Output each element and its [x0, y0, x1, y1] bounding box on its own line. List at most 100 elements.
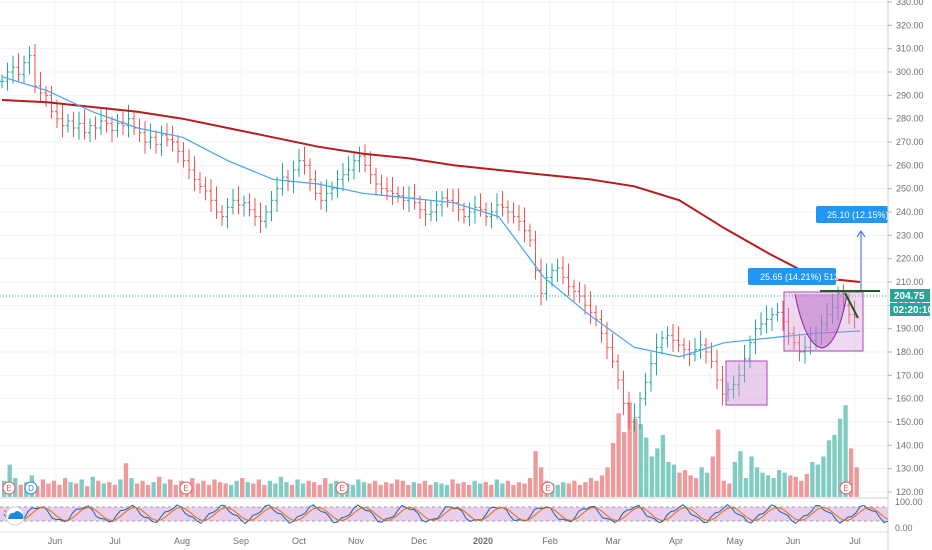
volume-bar [837, 418, 843, 497]
volume-bar [217, 482, 223, 497]
volume-bar [234, 480, 239, 497]
ratio-label-top: 25.10 (12.15%) 56 [827, 210, 901, 220]
time-tick-label: 2020 [473, 536, 493, 546]
event-marker[interactable]: E [2, 481, 16, 495]
ohlc-bar [544, 263, 549, 301]
ohlc-bar [126, 104, 131, 138]
volume-bar [57, 484, 62, 497]
event-marker[interactable]: E [839, 481, 853, 495]
price-tick-label: 210.00 [896, 277, 924, 287]
ohlc-bar [231, 188, 235, 215]
ohlc-bar [489, 202, 494, 229]
ohlc-bar [253, 198, 257, 226]
volume-bar [599, 475, 605, 497]
volume-bar [173, 484, 178, 497]
volume-bar [760, 472, 765, 497]
volume-bar [162, 483, 167, 497]
ohlc-bar [407, 186, 411, 212]
volume-bar [51, 480, 57, 497]
volume-bar [411, 482, 416, 497]
ohlc-bar [71, 111, 76, 138]
time-tick-label: Dec [411, 536, 428, 546]
volume-bar [306, 480, 311, 497]
ohlc-bar [104, 107, 109, 133]
ohlc-bar [632, 403, 637, 432]
volume-bar [361, 482, 367, 497]
ohlc-bar [214, 186, 219, 219]
volume-bar [289, 484, 295, 497]
ohlc-bar [220, 205, 224, 226]
volume-bar [240, 478, 245, 497]
volume-bar [644, 437, 649, 497]
pattern-box-may[interactable] [725, 360, 768, 406]
volume-bar [522, 483, 527, 497]
time-tick-label: Aug [174, 536, 190, 546]
ohlc-bar [803, 335, 807, 364]
time-tick-label: Apr [669, 536, 683, 546]
volume-bar [655, 448, 660, 497]
ohlc-bar [764, 305, 769, 334]
volume-bar [788, 475, 793, 497]
price-tick-label: 170.00 [896, 370, 924, 380]
svg-text:E: E [183, 484, 188, 493]
volume-bar [328, 483, 333, 497]
volume-bar [256, 479, 261, 497]
price-axis[interactable]: 330.00 320.00 310.00 300.00 290.00 280.00 270.… [888, 0, 924, 497]
ohlc-bar [440, 191, 444, 217]
ohlc-bar [181, 142, 186, 168]
svg-text:E: E [545, 484, 550, 493]
ohlc-bar [154, 130, 158, 154]
volume-bar [428, 484, 433, 497]
price-tick-label: 310.00 [896, 44, 924, 54]
price-tick-label: 240.00 [896, 207, 924, 217]
time-axis[interactable]: Jun Jul Aug Sep Oct Nov Dec 2020 Feb Mar Apr May Jun… [48, 536, 861, 546]
volume-bar [372, 480, 378, 497]
cup-curve [794, 293, 848, 349]
event-marker[interactable]: D [24, 481, 38, 495]
ohlc-bar [731, 375, 736, 399]
ohlc-bar [346, 156, 351, 182]
volume-bar [356, 479, 361, 497]
volume-bar [782, 472, 787, 497]
volume-bar [295, 479, 300, 497]
volume-bar [251, 483, 256, 497]
event-marker[interactable]: E [335, 481, 349, 495]
price-tick-label: 260.00 [896, 160, 924, 170]
volume-bar [594, 480, 599, 497]
volume-bar [489, 484, 494, 497]
ohlc-bar [654, 333, 659, 376]
ohlc-bar [27, 46, 32, 75]
volume-bar [206, 484, 212, 497]
ohlc-bar [748, 335, 752, 369]
ratio-label-mid: 25.65 (14.21%) 513 [760, 272, 839, 282]
ohlc-bar [363, 144, 367, 173]
ohlc-bar [110, 116, 114, 142]
volume-bar [311, 482, 317, 497]
ohlc-bar [599, 310, 604, 343]
price-tick-label: 330.00 [896, 0, 924, 7]
volume-bar [107, 482, 112, 497]
ohlc-bar [792, 326, 796, 350]
ohlc-bar [660, 331, 664, 355]
volume-bar [511, 484, 516, 497]
volume-bar [284, 482, 289, 497]
volume-bar [500, 483, 505, 497]
ohlc-bar [572, 279, 576, 303]
ohlc-bar [610, 333, 615, 369]
price-tick-label: 190.00 [896, 324, 924, 334]
volume-bar [79, 479, 84, 497]
ohlc-bar [484, 202, 488, 226]
ohlc-bar [621, 370, 626, 415]
event-marker[interactable]: E [179, 481, 193, 495]
price-tick-label: 300.00 [896, 67, 924, 77]
time-tick-label: Nov [348, 536, 365, 546]
time-tick-label: Jul [109, 536, 121, 546]
ohlc-bar [137, 118, 142, 142]
ohlc-bar [379, 174, 384, 196]
event-marker[interactable]: E [541, 481, 555, 495]
ohlc-bar [423, 200, 428, 226]
ohlc-bar [33, 44, 37, 93]
volume-bar [129, 478, 134, 497]
